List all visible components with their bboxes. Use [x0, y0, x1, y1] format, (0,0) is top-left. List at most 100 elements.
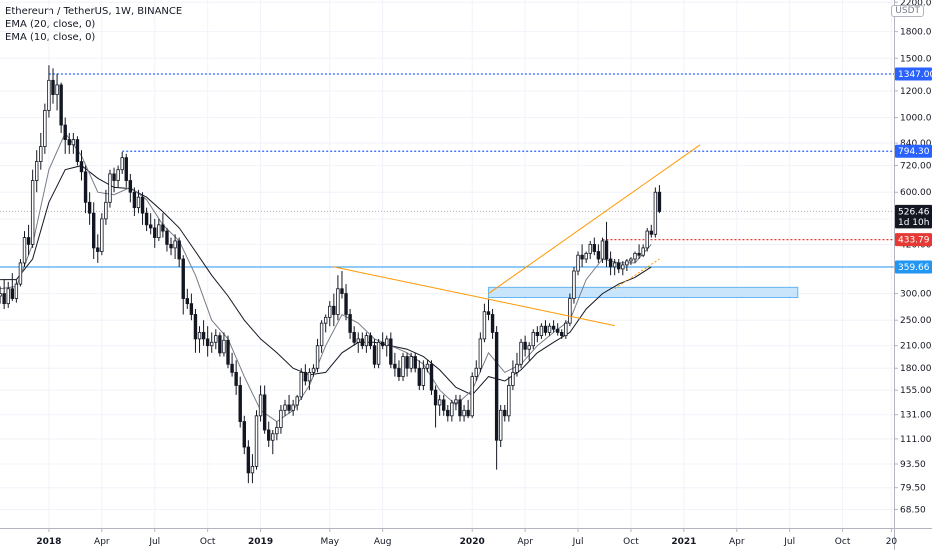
candle-body: [18, 262, 23, 285]
candle-body: [6, 288, 10, 305]
candle: [560, 329, 564, 339]
candle: [364, 332, 369, 353]
candle-body: [572, 270, 576, 299]
candle: [210, 332, 214, 353]
candle: [470, 372, 474, 419]
candle: [604, 221, 609, 267]
candle: [63, 117, 67, 154]
candle: [75, 136, 80, 166]
candle: [299, 368, 303, 400]
candle-body: [580, 254, 584, 260]
candle-body: [140, 196, 145, 214]
candle: [165, 227, 169, 252]
candle: [222, 332, 226, 357]
y-tick-label: 210.00: [900, 342, 932, 352]
candle: [271, 429, 275, 455]
candle-body: [79, 161, 84, 173]
candle-body: [279, 409, 283, 428]
candle: [401, 352, 405, 381]
candle-body: [608, 258, 613, 268]
candle: [39, 132, 43, 170]
price-label-bg: [895, 233, 932, 247]
candle-body: [87, 201, 92, 214]
candle-body: [148, 224, 153, 229]
candle: [568, 293, 572, 327]
candle-body: [234, 371, 238, 386]
y-tick-label: 1500.00: [900, 54, 932, 64]
price-label-box: 1d 10h: [895, 215, 932, 229]
candle-body: [564, 322, 568, 337]
candle: [43, 103, 47, 154]
ema10-line: [0, 131, 652, 423]
candle: [592, 237, 597, 256]
candle-body: [413, 356, 417, 369]
candle: [527, 342, 531, 361]
candle-body: [112, 173, 116, 181]
candle-body: [92, 212, 96, 249]
candle-body: [592, 243, 597, 252]
x-tick-label: Apr: [729, 537, 745, 547]
x-tick-label: 2020: [460, 537, 485, 547]
candle: [380, 332, 385, 350]
candle-body: [462, 409, 466, 417]
x-tick-label: 20: [886, 537, 898, 547]
candle-body: [393, 363, 397, 369]
candle: [55, 73, 59, 111]
candle: [617, 259, 621, 274]
candle-body: [153, 227, 157, 238]
candle-body: [307, 371, 312, 382]
candle: [535, 326, 540, 343]
candle-body: [617, 262, 621, 270]
candle: [267, 421, 271, 448]
candle: [185, 288, 190, 309]
candle-body: [637, 252, 641, 256]
price-label-text: 1d 10h: [898, 218, 929, 228]
candle: [189, 293, 194, 321]
candle: [437, 394, 442, 416]
candle-body: [547, 325, 552, 333]
y-tick-label: 300.00: [900, 290, 932, 300]
candle-body: [108, 173, 112, 203]
candle: [67, 132, 71, 154]
candle-body: [2, 293, 6, 305]
candle: [360, 332, 365, 350]
candle-body: [193, 314, 198, 340]
y-tick-label: 68.50: [900, 505, 926, 515]
price-label-box: 1347.00: [895, 67, 932, 81]
candle-body: [368, 335, 373, 347]
currency-badge[interactable]: USDT: [891, 5, 924, 17]
candle-body: [372, 345, 377, 365]
candle: [580, 244, 584, 267]
candle: [10, 273, 14, 302]
candle-body: [519, 341, 523, 365]
candle: [474, 360, 478, 381]
price-label-bg: [895, 260, 932, 274]
candle-body: [401, 356, 405, 377]
candle-body: [332, 305, 336, 315]
candle: [547, 323, 552, 336]
candle-body: [568, 298, 572, 324]
candle: [30, 169, 35, 248]
y-tick-label: 155.00: [900, 386, 932, 396]
candle: [303, 364, 308, 386]
candle-body: [303, 371, 308, 382]
candle: [352, 326, 356, 346]
candle-body: [625, 260, 629, 266]
candle-body: [30, 180, 35, 245]
candle: [275, 421, 279, 441]
candle: [104, 189, 108, 225]
candle: [340, 271, 344, 299]
candle: [238, 376, 242, 428]
candle-body: [201, 332, 206, 340]
candle: [87, 192, 92, 225]
y-tick-label: 1800.00: [900, 28, 932, 38]
candle: [657, 185, 662, 214]
candle-body: [458, 399, 462, 417]
candle: [478, 332, 483, 373]
candle: [307, 368, 312, 391]
candle-body: [494, 332, 499, 441]
candle-body: [649, 230, 653, 235]
candle-body: [421, 367, 426, 386]
candle-body: [527, 345, 531, 350]
